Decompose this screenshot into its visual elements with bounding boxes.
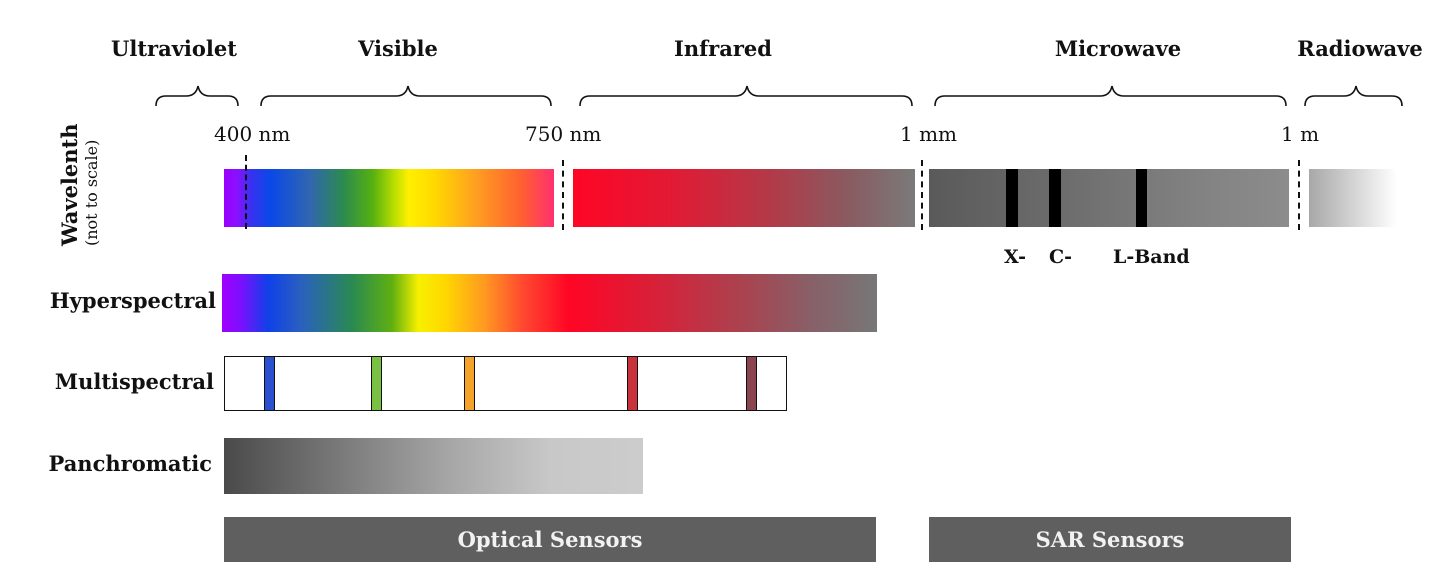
multispectral-bar [224, 356, 787, 411]
divider-1m [1298, 160, 1300, 230]
multispectral-band-blue [264, 356, 275, 411]
row-label-hyperspectral: Hyperspectral [49, 288, 216, 313]
spectrum-bar-uv-visible [224, 169, 554, 227]
divider-750nm [562, 160, 564, 230]
spectrum-bar-radiowave [1309, 169, 1397, 227]
sar-band-label-c: C- [1049, 246, 1073, 268]
axis-title: Wavelenth [57, 123, 82, 246]
region-label-microwave: Microwave [1054, 36, 1182, 61]
optical-sensors-bar: Optical Sensors [224, 517, 876, 562]
sar-band-marker-x [1006, 169, 1018, 227]
tick-label-1mm: 1 mm [900, 122, 958, 146]
sar-band-marker-c [1049, 169, 1061, 227]
tick-label-400nm: 400 nm [214, 122, 291, 146]
axis-subtitle: (not to scale) [82, 139, 101, 246]
multispectral-band-nir [746, 356, 757, 411]
region-label-visible: Visible [358, 36, 438, 61]
sar-sensors-bar: SAR Sensors [929, 517, 1291, 562]
row-label-panchromatic: Panchromatic [48, 451, 212, 476]
region-label-radiowave: Radiowave [1297, 36, 1423, 61]
row-label-multispectral: Multispectral [54, 369, 214, 394]
panchromatic-bar [224, 438, 643, 494]
sar-band-marker-l [1136, 169, 1147, 227]
multispectral-band-orange [464, 356, 475, 411]
region-label-infrared: Infrared [674, 36, 772, 61]
multispectral-band-green [371, 356, 382, 411]
sar-band-label-l: L-Band [1113, 246, 1190, 268]
hyperspectral-bar [222, 274, 877, 332]
sar-sensors-label: SAR Sensors [1035, 527, 1185, 552]
tick-label-750nm: 750 nm [525, 122, 602, 146]
multispectral-band-red [627, 356, 638, 411]
spectrum-bar-infrared [573, 169, 915, 227]
region-label-ultraviolet: Ultraviolet [111, 36, 237, 61]
optical-sensors-label: Optical Sensors [457, 527, 643, 552]
divider-1mm [921, 160, 923, 230]
spectrum-bar-microwave [929, 169, 1289, 227]
tick-label-1m: 1 m [1281, 122, 1320, 146]
divider-400nm [245, 155, 247, 229]
sar-band-label-x: X- [1004, 246, 1026, 268]
